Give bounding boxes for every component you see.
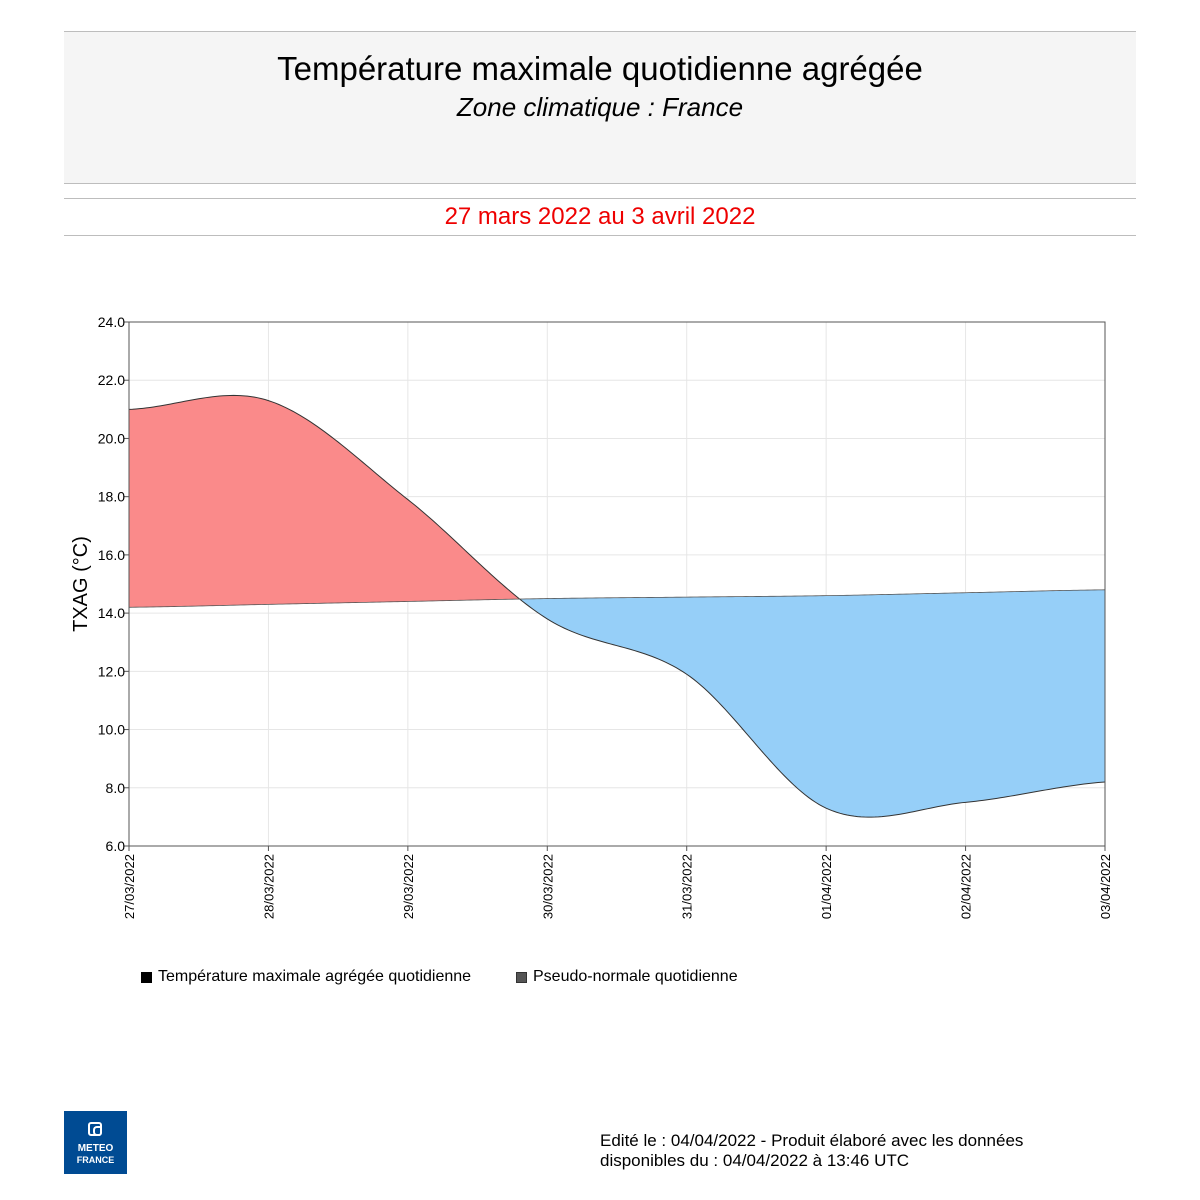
legend-swatch-normal [516,971,527,983]
area-above-normal [129,395,520,608]
header-panel: Température maximale quotidienne agrégée… [64,31,1136,184]
y-tick-label-2: 10.0 [98,722,125,738]
footer-note: Edité le : 04/04/2022 - Produit élaboré … [600,1131,1023,1171]
chart-title: Température maximale quotidienne agrégée [277,50,923,87]
x-tick-label-7: 03/04/2022 [1098,854,1113,919]
chart-subtitle: Zone climatique : France [456,92,744,122]
x-tick-label-2: 29/03/2022 [401,854,416,919]
x-tick-label-1: 28/03/2022 [261,854,276,919]
footer-line1: Edité le : 04/04/2022 - Produit élaboré … [600,1131,1024,1150]
y-axis-label: TXAG (°C) [70,536,92,632]
y-tick-label-1: 8.0 [106,780,126,796]
series-line-observed [128,394,1106,818]
y-tick-label-9: 24.0 [98,314,125,330]
x-tick-label-6: 02/04/2022 [959,854,974,919]
logo-line1: METEO [77,1143,114,1154]
x-tick-label-4: 31/03/2022 [680,854,695,919]
x-tick-label-5: 01/04/2022 [819,854,834,919]
y-tick-label-8: 22.0 [98,372,125,388]
plot-frame [128,321,1106,847]
legend-item-normal: Pseudo-normale quotidienne [516,968,738,986]
y-tick-label-5: 16.0 [98,547,125,563]
y-tick-label-6: 18.0 [98,489,125,505]
footer-line2: disponibles du : 04/04/2022 à 13:46 UTC [600,1151,910,1170]
series-line-normal [128,589,1106,608]
y-tick-label-4: 14.0 [98,605,125,621]
logo-line2: FRANCE [76,1155,115,1165]
y-tick-label-0: 6.0 [106,838,126,854]
meteo-france-logo: METEO FRANCE [64,1111,127,1174]
area-below-normal [519,589,1105,818]
x-tick-label-3: 30/03/2022 [540,854,555,919]
legend-label-normal: Pseudo-normale quotidienne [533,968,738,985]
legend-item-observed: Température maximale agrégée quotidienne [141,968,471,986]
legend-label-observed: Température maximale agrégée quotidienne [158,968,472,985]
legend-swatch-observed [141,971,152,983]
temperature-chart: 6.0 8.0 10.0 12.0 14.0 16.0 18.0 20.0 22.0 24.0 27… [70,314,1113,919]
period-label: 27 mars 2022 au 3 avril 2022 [444,203,756,230]
period-panel: 27 mars 2022 au 3 avril 2022 [64,198,1136,236]
logo-mark-icon [88,1122,102,1136]
x-tick-label-0: 27/03/2022 [122,854,137,919]
y-tick-label-7: 20.0 [98,430,125,446]
y-tick-label-3: 12.0 [98,663,125,679]
